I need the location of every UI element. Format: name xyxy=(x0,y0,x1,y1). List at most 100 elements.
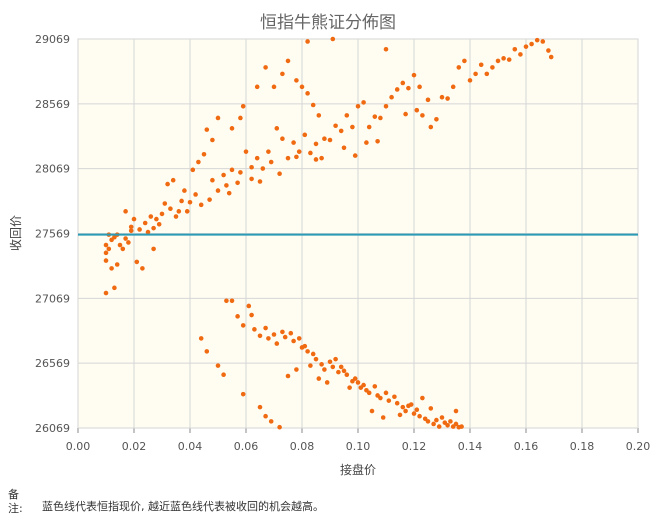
data-point xyxy=(417,413,422,419)
data-point xyxy=(151,225,156,231)
data-point xyxy=(134,259,140,265)
data-point xyxy=(282,334,288,340)
data-point xyxy=(380,415,386,420)
x-tick-label: 0.04 xyxy=(178,440,203,453)
data-point xyxy=(512,46,518,52)
data-point xyxy=(344,113,350,118)
data-point xyxy=(266,149,271,154)
data-point xyxy=(277,424,282,430)
chart-title: 恒指牛熊证分佈图 xyxy=(260,13,396,33)
data-point xyxy=(140,266,145,271)
data-point xyxy=(299,84,305,90)
data-point xyxy=(313,141,319,147)
data-point xyxy=(361,100,366,105)
data-point xyxy=(179,198,184,204)
data-point xyxy=(302,132,308,138)
data-point xyxy=(324,380,330,385)
data-point xyxy=(506,57,512,62)
y-axis-label: 收回价 xyxy=(9,215,23,251)
data-point xyxy=(224,183,229,188)
data-point xyxy=(478,62,484,68)
data-point xyxy=(453,408,459,414)
data-point xyxy=(114,262,120,267)
x-tick-label: 0.16 xyxy=(514,440,539,453)
data-point xyxy=(378,115,383,121)
data-point xyxy=(347,385,352,390)
data-point xyxy=(156,221,162,227)
data-point xyxy=(378,395,383,401)
data-point xyxy=(249,176,254,182)
data-point xyxy=(215,363,221,368)
data-point xyxy=(103,242,109,248)
data-point xyxy=(408,402,414,407)
data-point xyxy=(518,52,523,57)
data-point xyxy=(400,404,406,410)
data-point xyxy=(352,376,358,381)
data-point xyxy=(131,216,137,222)
y-tick-label: 27569 xyxy=(35,228,70,241)
data-point xyxy=(238,170,243,175)
data-point xyxy=(534,37,540,43)
data-point xyxy=(294,154,299,160)
data-point xyxy=(210,177,215,183)
y-tick-label: 26569 xyxy=(35,357,70,370)
data-point xyxy=(439,415,445,420)
data-point xyxy=(490,65,495,70)
data-point xyxy=(414,407,420,413)
data-point xyxy=(322,367,327,372)
y-tick-labels: 26069 26569 27069 27569 28069 28569 29069 xyxy=(35,33,70,435)
data-point xyxy=(240,391,246,397)
data-point xyxy=(473,71,478,77)
data-point xyxy=(523,44,529,49)
data-point xyxy=(235,314,240,319)
data-point xyxy=(296,336,302,341)
data-point xyxy=(548,54,554,60)
data-point xyxy=(184,209,190,214)
data-point xyxy=(137,227,142,232)
data-point xyxy=(170,177,176,183)
data-point xyxy=(120,246,126,252)
data-point xyxy=(254,84,260,90)
note-label: 备注: xyxy=(8,488,23,515)
data-point xyxy=(355,103,361,109)
data-point xyxy=(173,214,179,219)
data-point xyxy=(322,136,327,142)
data-point xyxy=(285,155,291,161)
data-point xyxy=(417,84,422,90)
data-point xyxy=(162,201,168,206)
y-tick-label: 28069 xyxy=(35,163,70,176)
data-point xyxy=(495,58,501,64)
data-point xyxy=(501,56,506,61)
data-point xyxy=(456,65,462,70)
data-point xyxy=(389,94,394,100)
data-point xyxy=(168,206,173,212)
data-point xyxy=(540,39,546,44)
data-point xyxy=(142,220,148,226)
data-point xyxy=(386,398,392,403)
data-point xyxy=(260,166,266,171)
data-point xyxy=(403,408,408,414)
data-point xyxy=(372,114,378,119)
x-axis-label: 接盘价 xyxy=(340,462,376,477)
data-point xyxy=(193,192,198,197)
data-point xyxy=(484,71,490,77)
data-point xyxy=(249,312,254,318)
data-point xyxy=(344,372,350,378)
note-text: 蓝色线代表恒指现价, 越近蓝色线代表被收回的机会越高。 xyxy=(42,500,324,513)
data-point xyxy=(310,102,316,108)
data-point xyxy=(103,250,109,256)
data-point xyxy=(112,285,117,291)
data-point xyxy=(190,167,196,173)
data-point xyxy=(338,128,344,134)
data-point xyxy=(280,329,285,335)
data-point xyxy=(316,376,322,381)
data-point xyxy=(467,78,473,83)
data-point xyxy=(369,408,375,414)
data-point xyxy=(215,188,221,193)
data-point xyxy=(198,202,204,208)
data-point xyxy=(204,349,210,354)
data-point xyxy=(375,139,380,144)
data-point xyxy=(151,246,156,252)
y-tick-label: 27069 xyxy=(35,292,70,305)
data-point xyxy=(436,424,442,429)
